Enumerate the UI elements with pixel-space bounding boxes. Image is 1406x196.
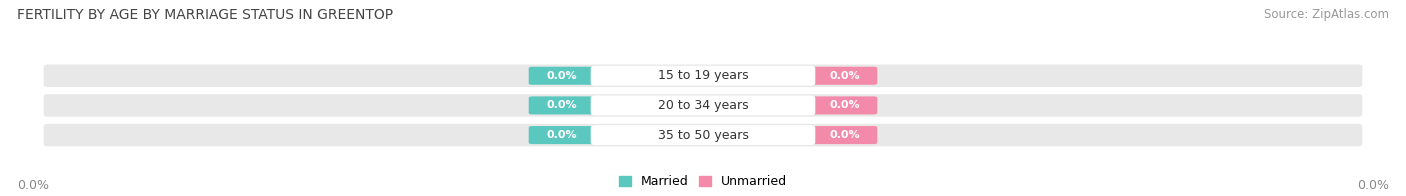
FancyBboxPatch shape <box>44 94 1362 117</box>
FancyBboxPatch shape <box>591 66 815 86</box>
Text: 0.0%: 0.0% <box>17 179 49 192</box>
Text: 35 to 50 years: 35 to 50 years <box>658 129 748 142</box>
FancyBboxPatch shape <box>811 96 877 114</box>
Text: 0.0%: 0.0% <box>830 130 860 140</box>
FancyBboxPatch shape <box>811 126 877 144</box>
FancyBboxPatch shape <box>591 125 815 145</box>
FancyBboxPatch shape <box>591 95 815 115</box>
Legend: Married, Unmarried: Married, Unmarried <box>619 175 787 188</box>
FancyBboxPatch shape <box>44 124 1362 146</box>
Text: Source: ZipAtlas.com: Source: ZipAtlas.com <box>1264 8 1389 21</box>
Text: 0.0%: 0.0% <box>830 71 860 81</box>
FancyBboxPatch shape <box>811 67 877 85</box>
Text: 0.0%: 0.0% <box>546 130 576 140</box>
Text: 0.0%: 0.0% <box>1357 179 1389 192</box>
Text: FERTILITY BY AGE BY MARRIAGE STATUS IN GREENTOP: FERTILITY BY AGE BY MARRIAGE STATUS IN G… <box>17 8 394 22</box>
Text: 0.0%: 0.0% <box>546 100 576 110</box>
FancyBboxPatch shape <box>529 126 595 144</box>
Text: 15 to 19 years: 15 to 19 years <box>658 69 748 82</box>
FancyBboxPatch shape <box>529 67 595 85</box>
Text: 0.0%: 0.0% <box>546 71 576 81</box>
Text: 20 to 34 years: 20 to 34 years <box>658 99 748 112</box>
FancyBboxPatch shape <box>44 64 1362 87</box>
FancyBboxPatch shape <box>529 96 595 114</box>
Text: 0.0%: 0.0% <box>830 100 860 110</box>
